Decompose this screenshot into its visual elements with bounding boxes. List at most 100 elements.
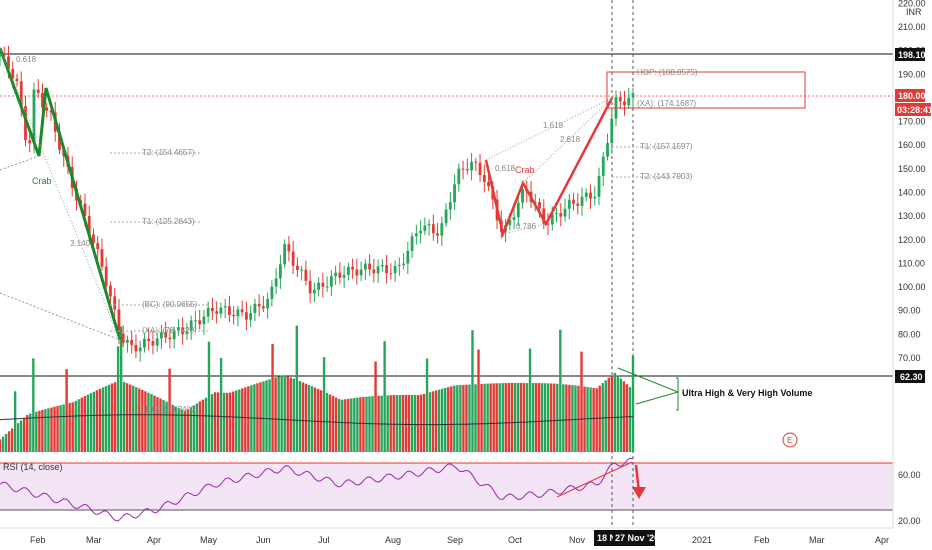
volume-bar <box>316 388 320 452</box>
volume-bar <box>301 382 305 452</box>
volume-bar <box>80 397 83 452</box>
volume-bar <box>138 388 141 452</box>
candle-body <box>287 244 291 252</box>
volume-bar <box>437 389 441 452</box>
volume-bar <box>525 383 529 452</box>
volume-bar <box>38 410 41 452</box>
volume-bar <box>144 391 147 452</box>
candle-body <box>291 251 295 266</box>
price-tick-label: 80.00 <box>898 329 921 339</box>
candle-body <box>448 202 452 210</box>
volume-bar <box>238 389 241 452</box>
candle-body <box>24 106 27 141</box>
volume-bar <box>495 383 498 452</box>
candle-body <box>87 215 91 235</box>
volume-bar <box>298 381 302 452</box>
candle-body <box>249 313 253 320</box>
volume-bar <box>313 387 317 452</box>
volume-bar <box>132 385 135 452</box>
candle-body <box>334 272 338 277</box>
candle-body <box>58 131 61 150</box>
volume-bar <box>359 397 362 452</box>
candle-body <box>117 309 121 334</box>
volume-bar <box>219 358 223 452</box>
candle-body <box>92 234 95 244</box>
volume-bar <box>350 398 353 452</box>
candle-body <box>11 69 15 79</box>
volume-bar <box>477 349 480 452</box>
fib-left-3140: 3.140 <box>70 239 91 248</box>
candle-body <box>580 196 584 206</box>
candle-body <box>151 341 155 346</box>
candle-body <box>393 265 397 274</box>
volume-bar <box>228 392 232 452</box>
candle-body <box>431 224 435 234</box>
candle-body <box>312 289 316 294</box>
candle-body <box>236 309 240 317</box>
candle-body <box>589 192 592 199</box>
candle-body <box>96 243 100 250</box>
candle-body <box>321 282 325 287</box>
candle-body <box>15 78 19 82</box>
candle-body <box>474 161 478 163</box>
volume-bar <box>101 387 105 452</box>
candle-body <box>194 320 197 322</box>
candle-body <box>606 143 609 157</box>
fib-right-t2: T2: (143.7903) <box>640 172 693 181</box>
price-tick-label: 70.00 <box>898 353 921 363</box>
candle-body <box>363 263 367 270</box>
volume-bar <box>550 383 553 452</box>
candle-body <box>304 269 308 281</box>
candle-body <box>342 274 346 278</box>
volume-bar <box>192 405 196 452</box>
volume-bar <box>474 384 477 452</box>
candle-body <box>627 97 631 106</box>
volume-bar <box>513 382 517 452</box>
candle-body <box>0 55 2 57</box>
month-tick-label: Sep <box>447 535 463 545</box>
fib-left-618: 0.618 <box>16 55 37 64</box>
candle-body <box>461 168 465 170</box>
candle-body <box>601 156 605 176</box>
volume-bar <box>129 384 132 452</box>
candle-body <box>402 263 405 265</box>
event-marker-icon[interactable] <box>782 432 798 448</box>
candle-body <box>168 337 172 340</box>
volume-bar <box>531 383 535 452</box>
candle-body <box>49 110 53 113</box>
price-tick-label: 140.00 <box>898 188 926 198</box>
fib-right-2618: 2.618 <box>560 135 581 144</box>
volume-bar <box>259 382 262 452</box>
volume-bar <box>537 383 541 452</box>
volume-bar <box>232 391 235 452</box>
candle-body <box>143 338 146 348</box>
month-tick-label: Mar <box>809 535 825 545</box>
volume-bar <box>580 351 583 452</box>
volume-bar <box>368 396 371 452</box>
volume-bar <box>195 403 199 452</box>
candle-body <box>283 244 287 265</box>
fib-left-t2: T2: (154.4657) <box>142 148 195 157</box>
candle-body <box>7 56 10 70</box>
svg-text:62.30: 62.30 <box>900 372 923 382</box>
price-tick-label: 120.00 <box>898 235 926 245</box>
candle-body <box>385 265 388 274</box>
volume-bar <box>13 391 17 452</box>
volume-bar <box>383 341 386 452</box>
candle-body <box>465 169 469 171</box>
countdown-tag <box>895 103 931 116</box>
candle-body <box>516 202 520 218</box>
volume-bar <box>365 396 368 452</box>
volume-bar <box>41 409 44 452</box>
volume-bar <box>483 383 486 452</box>
volume-bar <box>465 384 468 452</box>
event-marker-label: E <box>787 436 792 445</box>
svg-text:03:28:41: 03:28:41 <box>897 105 932 115</box>
volume-bar <box>95 390 99 452</box>
volume-bar <box>235 390 238 452</box>
volume-bar <box>159 398 162 452</box>
volume-bar <box>74 400 77 452</box>
candle-body <box>380 265 384 267</box>
volume-bar <box>286 376 289 452</box>
